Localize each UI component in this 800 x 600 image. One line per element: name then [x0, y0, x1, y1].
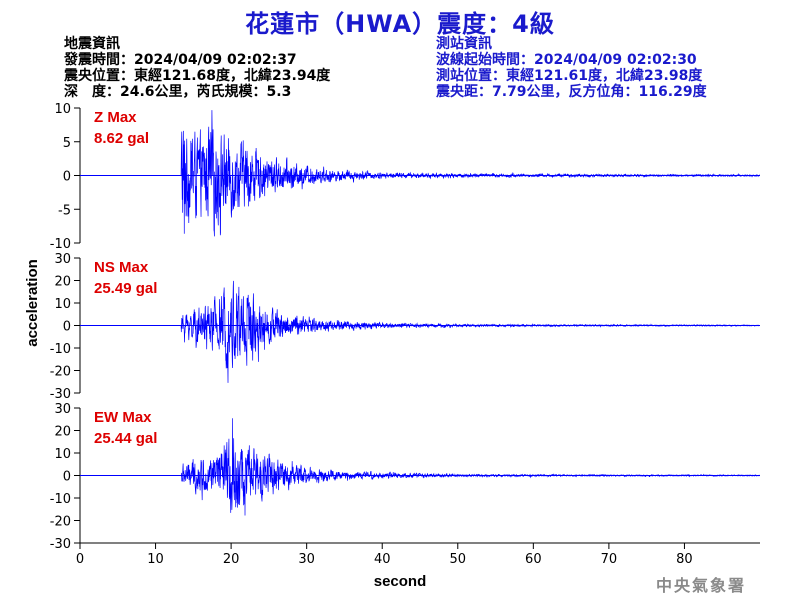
x-tick-label: 20: [223, 552, 240, 567]
x-tick-label: 80: [676, 552, 693, 567]
wave-start-time: 波線起始時間：2024/04/09 02:02:30: [436, 52, 697, 68]
ew-y-tick-label: 20: [54, 425, 71, 440]
ew-y-tick-label: 30: [54, 402, 71, 417]
ew-y-tick-label: 0: [63, 470, 71, 485]
z-y-tick-label: 10: [54, 102, 71, 117]
station-location: 測站位置：東經121.61度，北緯23.98度: [436, 68, 703, 84]
z-max-value: 8.62 gal: [94, 130, 149, 147]
x-tick-label: 70: [601, 552, 618, 567]
z-y-tick-label: -5: [58, 203, 71, 218]
origin-time: 發震時間：2024/04/09 02:02:37: [64, 52, 297, 68]
ns-y-tick-label: 10: [54, 297, 71, 312]
x-axis-label: second: [374, 573, 427, 590]
ew-max-value: 25.44 gal: [94, 430, 157, 447]
x-tick-label: 60: [525, 552, 542, 567]
ns-y-tick-label: 20: [54, 275, 71, 290]
ns-y-tick-label: -20: [50, 365, 71, 380]
z-waveform-series: [80, 110, 761, 237]
ns-y-tick-label: 0: [63, 320, 71, 335]
station-info: 測站資訊 波線起始時間：2024/04/09 02:02:30 測站位置：東經1…: [436, 36, 707, 100]
ew-y-tick-label: -20: [50, 515, 71, 530]
x-tick-label: 0: [76, 552, 84, 567]
ns-max-value: 25.49 gal: [94, 280, 157, 297]
chart-title: 花蓮市（HWA）震度：4級: [245, 10, 555, 38]
ns-y-tick-label: -30: [50, 387, 71, 402]
z-y-tick-label: -10: [50, 237, 71, 252]
x-tick-label: 30: [298, 552, 315, 567]
ew-y-tick-label: -10: [50, 492, 71, 507]
depth-magnitude: 深 度：24.6公里，芮氏規模：5.3: [64, 84, 292, 100]
ns-max-label: NS Max: [94, 259, 149, 276]
earthquake-info-heading: 地震資訊: [64, 36, 120, 52]
z-max-label: Z Max: [94, 109, 137, 126]
x-tick-label: 50: [450, 552, 467, 567]
station-info-heading: 測站資訊: [436, 36, 492, 52]
x-tick-label: 10: [147, 552, 164, 567]
z-y-tick-label: 5: [63, 136, 71, 151]
epicenter-location: 震央位置：東經121.68度，北緯23.94度: [64, 68, 331, 84]
ew-y-tick-label: -30: [50, 537, 71, 552]
x-tick-label: 40: [374, 552, 391, 567]
z-y-tick-label: 0: [63, 170, 71, 185]
ew-max-label: EW Max: [94, 409, 152, 426]
ns-y-tick-label: 30: [54, 252, 71, 267]
earthquake-info: 地震資訊 發震時間：2024/04/09 02:02:37 震央位置：東經121…: [64, 36, 330, 100]
agency-watermark: 中央氣象署: [655, 576, 746, 595]
ns-waveform-series: [80, 280, 761, 383]
ns-y-tick-label: -10: [50, 342, 71, 357]
epicentral-distance: 震央距：7.79公里，反方位角：116.29度: [436, 84, 707, 100]
ew-waveform-series: [80, 418, 761, 516]
ew-y-tick-label: 10: [54, 447, 71, 462]
y-axis-label: acceleration: [24, 259, 41, 347]
